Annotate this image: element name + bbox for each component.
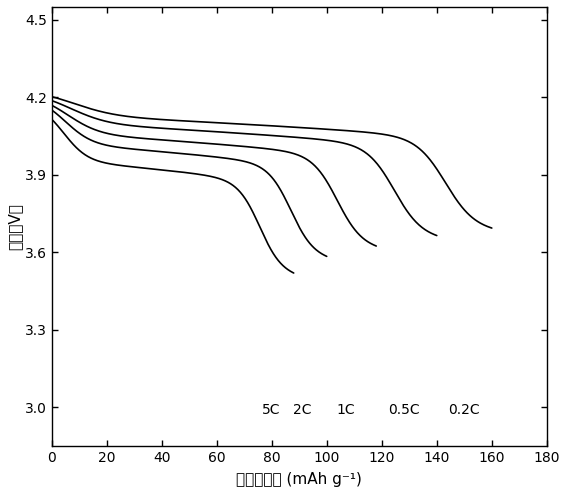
Text: 0.5C: 0.5C bbox=[388, 403, 420, 416]
Y-axis label: 电压（V）: 电压（V） bbox=[7, 203, 22, 250]
Text: 1C: 1C bbox=[337, 403, 356, 416]
Text: 5C: 5C bbox=[263, 403, 281, 416]
Text: 2C: 2C bbox=[293, 403, 311, 416]
Text: 0.2C: 0.2C bbox=[448, 403, 480, 416]
X-axis label: 放电比容量 (mAh g⁻¹): 放电比容量 (mAh g⁻¹) bbox=[236, 472, 362, 487]
